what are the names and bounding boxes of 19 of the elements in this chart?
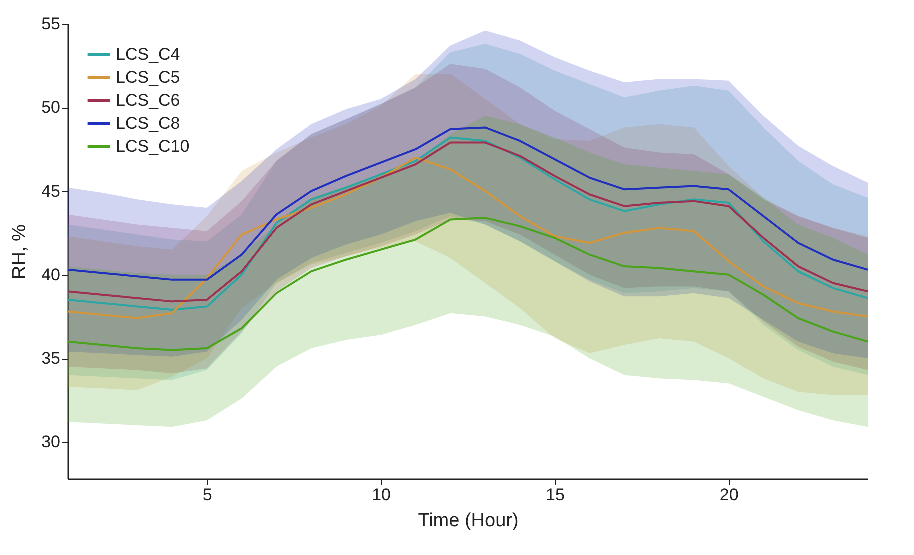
x-tick-label: 15 <box>546 486 565 504</box>
legend-label: LCS_C10 <box>116 137 190 156</box>
line-series <box>67 156 869 320</box>
y-tick-label: 30 <box>42 432 60 452</box>
legend-label: LCS_C5 <box>116 68 180 87</box>
y-tick-label: 35 <box>42 349 60 368</box>
y-tick-label: 55 <box>42 14 60 34</box>
line-series <box>67 217 869 352</box>
legend-label: LCS_C6 <box>116 91 180 110</box>
legend-label: LCS_C8 <box>116 114 180 133</box>
x-axis-title: Time (Hour) <box>418 510 519 532</box>
y-tick-label: 50 <box>42 98 60 118</box>
legend-label: LCS_C4 <box>116 45 180 64</box>
y-tick-label: 45 <box>42 182 60 201</box>
x-tick-label: 10 <box>372 486 392 504</box>
x-tick-label: 5 <box>202 486 212 504</box>
y-tick-label: 40 <box>42 265 60 284</box>
x-tick-label: 20 <box>720 486 739 504</box>
y-axis-title: RH, % <box>10 224 31 280</box>
